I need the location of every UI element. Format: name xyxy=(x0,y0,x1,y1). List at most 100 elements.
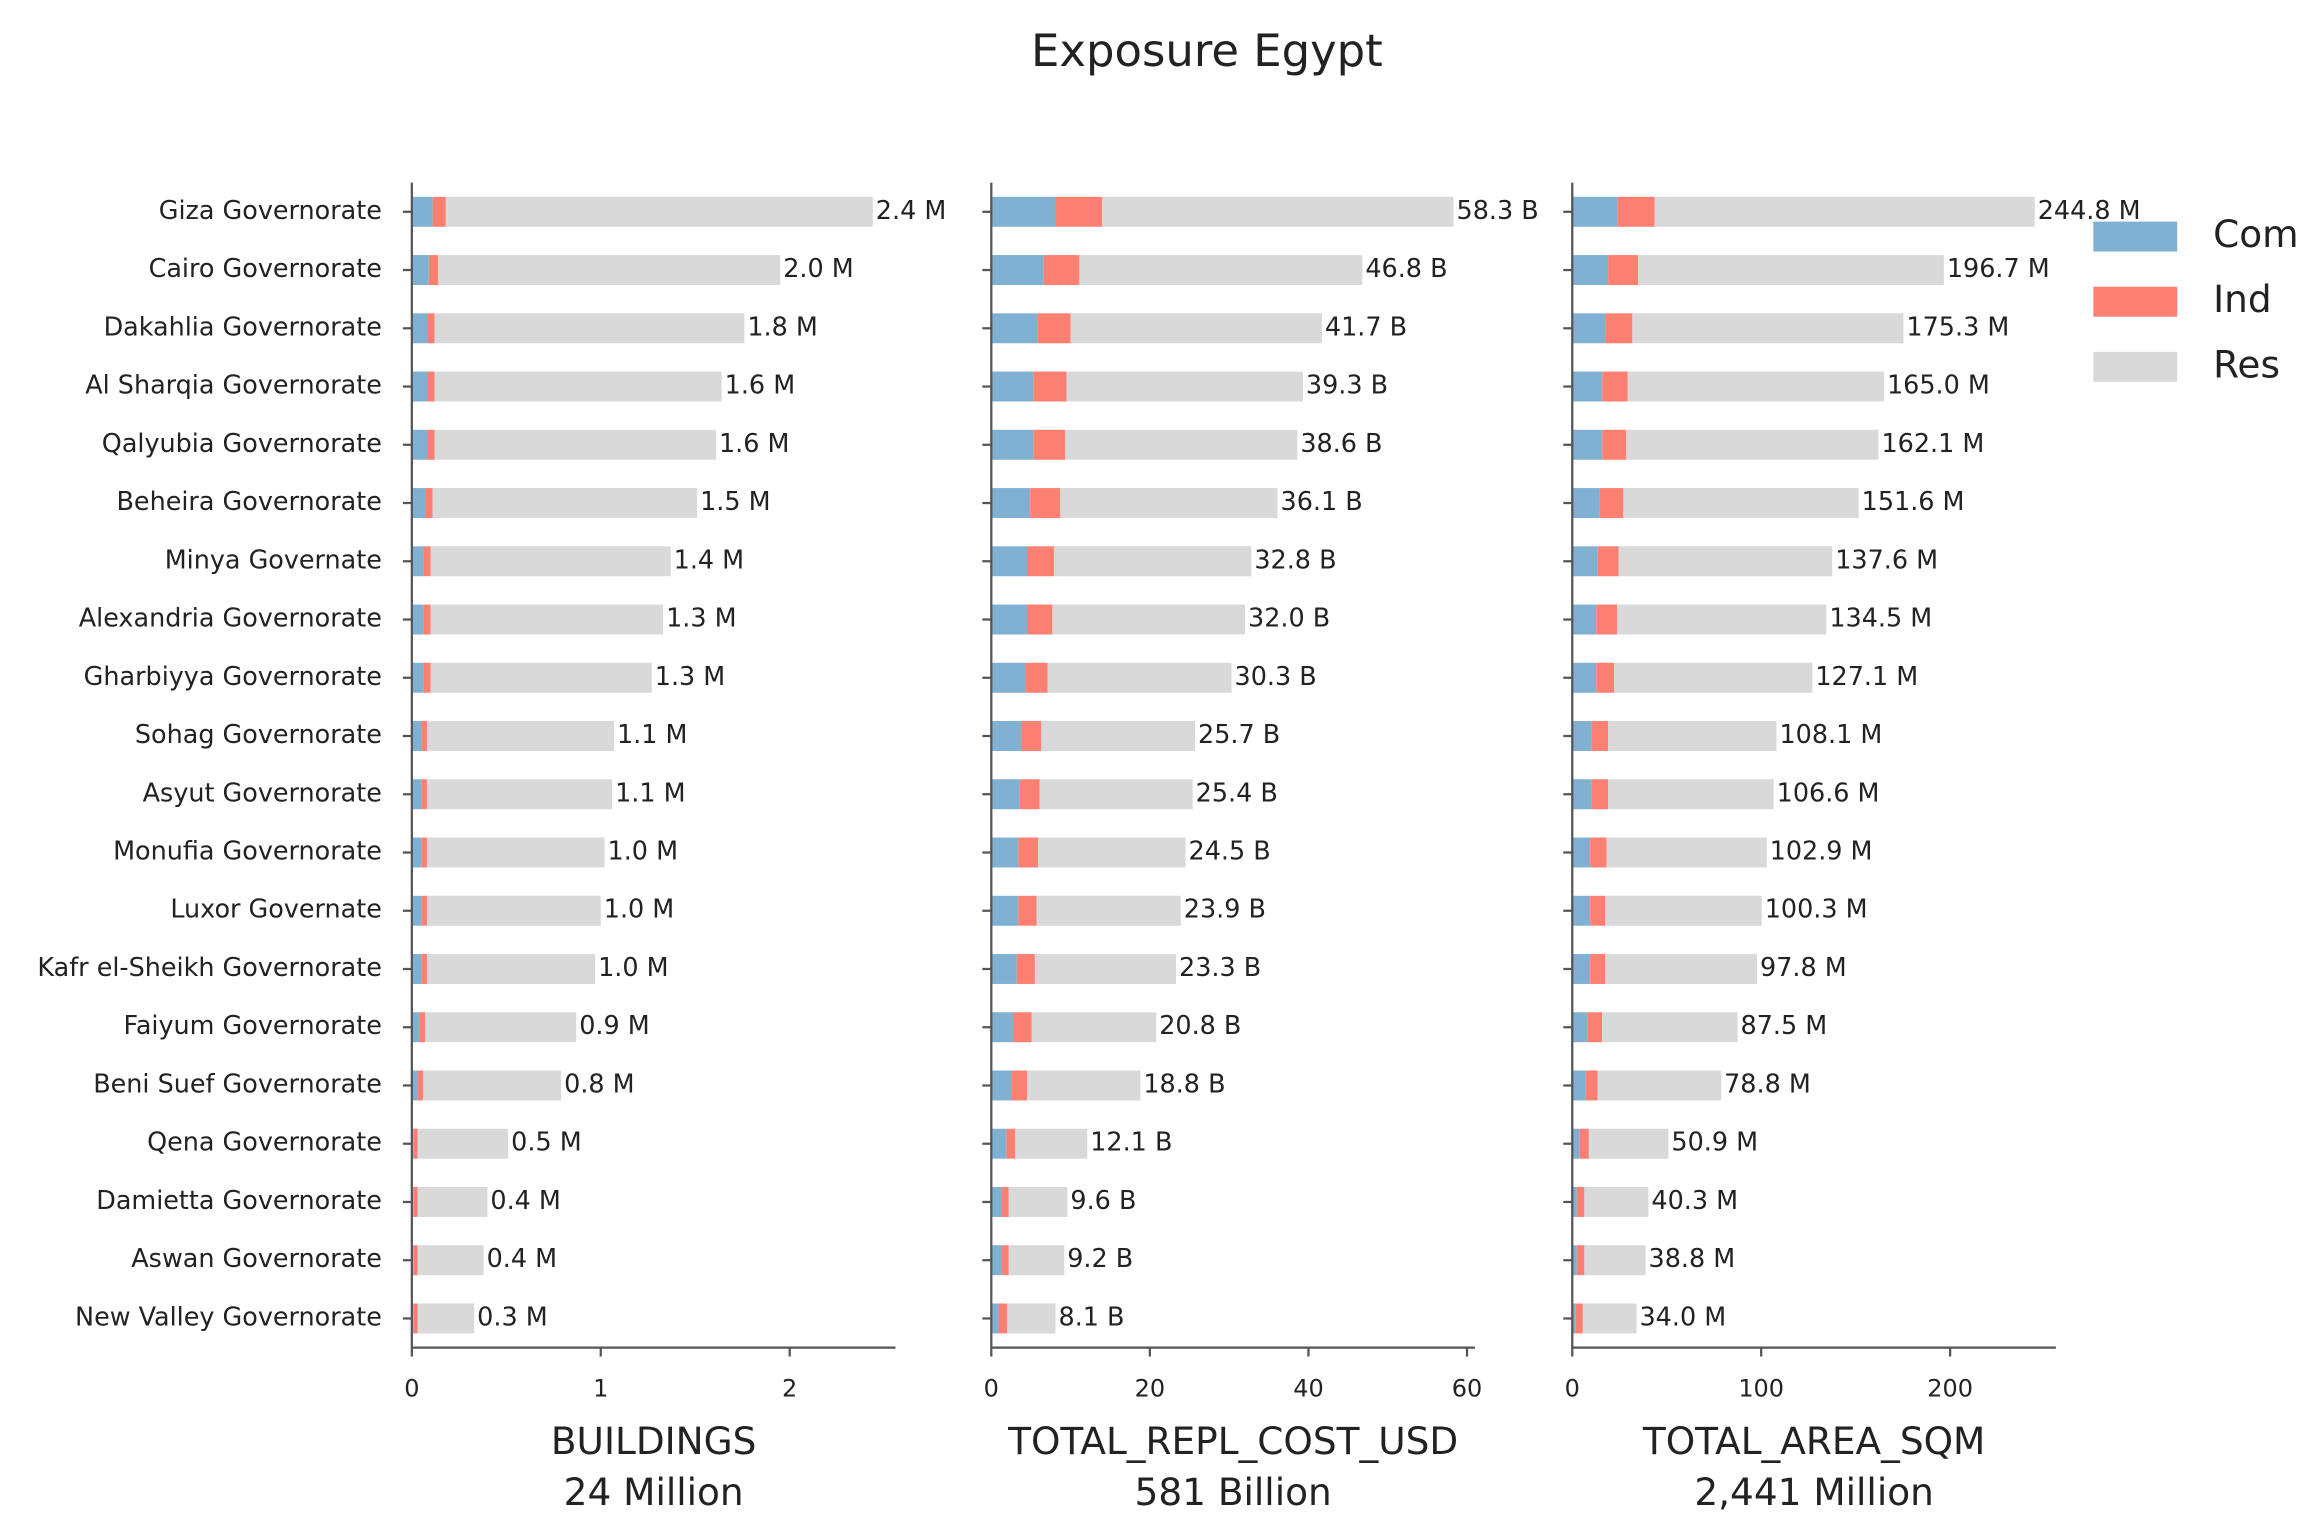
bar-segment xyxy=(1572,954,1591,984)
value-label: 1.3 M xyxy=(666,604,737,634)
bar-segment xyxy=(1055,196,1103,227)
bar-segment xyxy=(1026,1070,1141,1101)
bar-segment xyxy=(1638,255,1944,286)
bar-segment xyxy=(1070,313,1322,344)
y-tick-label: New Valley Governorate xyxy=(75,1302,382,1332)
bar-segment xyxy=(1572,779,1592,810)
bar-segment xyxy=(425,488,433,518)
bar-segment xyxy=(1572,721,1592,751)
bar-segment xyxy=(423,662,431,693)
bar-segment xyxy=(1011,1070,1027,1101)
x-tick-label: 100 xyxy=(1738,1375,1784,1403)
value-label: 196.7 M xyxy=(1947,254,2050,284)
bar-segment xyxy=(991,1070,1012,1101)
legend-swatch xyxy=(2093,221,2178,252)
bar-segment xyxy=(1043,255,1080,286)
bar-segment xyxy=(1602,371,1628,402)
bar-segment xyxy=(1572,371,1603,402)
bar-segment xyxy=(411,954,422,984)
bar-segment xyxy=(430,546,671,577)
bar-segment xyxy=(1605,313,1633,344)
bar-segment xyxy=(991,837,1019,868)
y-tick-label: Alexandria Governorate xyxy=(79,604,382,634)
value-label: 23.3 B xyxy=(1179,953,1261,983)
x-axis-label: TOTAL_REPL_COST_USD xyxy=(1007,1419,1458,1463)
value-label: 39.3 B xyxy=(1306,371,1388,401)
bar-segment xyxy=(423,546,431,577)
bar-segment xyxy=(1572,313,1606,344)
y-tick-label: Monufia Governorate xyxy=(113,836,382,866)
bar-segment xyxy=(1584,1245,1646,1276)
value-label: 244.8 M xyxy=(2038,196,2141,226)
bar-segment xyxy=(1007,1303,1056,1334)
x-tick-label: 20 xyxy=(1135,1375,1165,1403)
y-tick-label: Kafr el-Sheikh Governorate xyxy=(37,953,382,983)
value-label: 1.5 M xyxy=(700,487,770,517)
bar-segment xyxy=(425,1012,577,1043)
bar-segment xyxy=(421,779,427,810)
bar-segment xyxy=(1066,371,1303,402)
bar-segment xyxy=(1572,837,1591,868)
value-label: 1.3 M xyxy=(655,662,726,692)
bar-segment xyxy=(411,604,424,635)
value-label: 50.9 M xyxy=(1671,1128,1758,1158)
y-tick-label: Aswan Governorate xyxy=(131,1244,382,1274)
bar-segment xyxy=(1572,546,1598,577)
bar-segment xyxy=(1001,1245,1009,1276)
y-tick-label: Beheira Governorate xyxy=(116,487,381,517)
bar-segment xyxy=(1608,255,1639,286)
bar-segment xyxy=(1654,196,2035,227)
value-label: 0.3 M xyxy=(477,1302,548,1332)
bar-segment xyxy=(1060,488,1278,518)
value-label: 32.8 B xyxy=(1254,545,1336,575)
bar-segment xyxy=(1052,604,1246,635)
x-axis-sublabel: 2,441 Million xyxy=(1694,1470,1934,1514)
bar-segment xyxy=(411,371,427,402)
bar-segment xyxy=(1608,721,1777,751)
bar-segment xyxy=(1623,488,1859,518)
bar-segment xyxy=(438,255,781,286)
bar-segment xyxy=(991,371,1034,402)
bar-segment xyxy=(1617,196,1655,227)
x-axis-label: BUILDINGS xyxy=(551,1419,757,1463)
legend-label: Com xyxy=(2213,212,2298,256)
bar-segment xyxy=(413,1128,418,1159)
value-label: 2.4 M xyxy=(876,196,946,226)
bar-segment xyxy=(1008,1245,1065,1276)
x-tick-label: 60 xyxy=(1452,1375,1482,1403)
x-tick-label: 0 xyxy=(984,1375,999,1403)
bar-segment xyxy=(998,1303,1008,1334)
bar-segment xyxy=(1590,895,1606,926)
value-label: 1.1 M xyxy=(615,778,686,808)
value-label: 1.0 M xyxy=(598,953,669,983)
y-tick-label: Cairo Governorate xyxy=(149,254,382,284)
bar-segment xyxy=(430,604,664,635)
value-label: 23.9 B xyxy=(1184,895,1266,925)
bar-segment xyxy=(991,779,1020,810)
bar-segment xyxy=(434,371,722,402)
bar-segment xyxy=(1572,488,1600,518)
bar-segment xyxy=(413,1303,418,1334)
value-label: 1.8 M xyxy=(747,312,818,342)
bar-segment xyxy=(1626,429,1879,460)
bar-segment xyxy=(434,313,745,344)
value-label: 18.8 B xyxy=(1143,1069,1225,1099)
value-label: 87.5 M xyxy=(1741,1011,1828,1041)
bar-segment xyxy=(1016,954,1035,984)
bar-segment xyxy=(1065,429,1298,460)
bar-segment xyxy=(1572,196,1618,227)
value-label: 1.0 M xyxy=(608,836,679,866)
value-label: 12.1 B xyxy=(1090,1128,1172,1158)
bar-segment xyxy=(417,1186,488,1217)
bar-segment xyxy=(1053,546,1252,577)
bar-segment xyxy=(991,895,1019,926)
bar-segment xyxy=(1572,1128,1580,1159)
x-tick-label: 2 xyxy=(782,1375,797,1403)
value-label: 34.0 M xyxy=(1639,1302,1726,1332)
bar-segment xyxy=(1606,837,1767,868)
value-label: 0.4 M xyxy=(487,1244,558,1274)
bar-segment xyxy=(1021,721,1042,751)
bar-segment xyxy=(991,1303,999,1334)
value-label: 162.1 M xyxy=(1881,429,1984,459)
bar-segment xyxy=(991,429,1034,460)
